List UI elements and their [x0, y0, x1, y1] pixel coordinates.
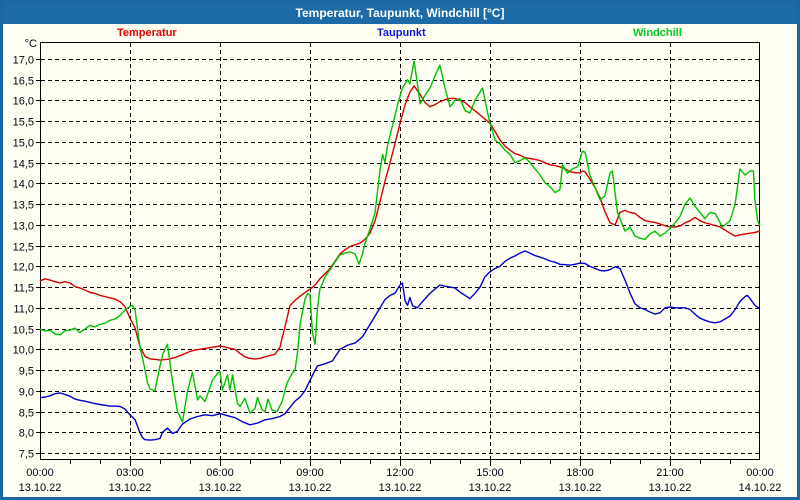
- plot-border: [40, 42, 760, 460]
- series-line-windchill: [39, 60, 761, 423]
- x-tick-time-label: 00:00: [746, 467, 774, 479]
- y-axis-unit: °C: [25, 38, 37, 50]
- legend-temperatur: Temperatur: [117, 27, 177, 39]
- y-tick-label: 14,0: [13, 179, 34, 191]
- y-tick-label: 16,5: [13, 76, 34, 88]
- x-tick-date-label: 13.10.22: [649, 482, 692, 494]
- series-line-taupunkt: [39, 250, 761, 441]
- x-tick-date-label: 13.10.22: [559, 482, 602, 494]
- x-tick-time-label: 18:00: [566, 467, 594, 479]
- y-tick-label: 9,5: [19, 366, 34, 378]
- x-tick-date-label: 13.10.22: [469, 482, 512, 494]
- legend-taupunkt: Taupunkt: [377, 27, 426, 39]
- x-tick-date-label: 13.10.22: [109, 482, 152, 494]
- y-tick-label: 11,0: [13, 304, 34, 316]
- y-tick-label: 8,5: [19, 408, 34, 420]
- y-tick-label: 14,5: [13, 159, 34, 171]
- y-tick-label: 10,5: [13, 325, 34, 337]
- x-tick-date-label: 13.10.22: [19, 482, 62, 494]
- x-tick-time-label: 00:00: [26, 467, 54, 479]
- x-tick-time-label: 09:00: [296, 467, 324, 479]
- y-tick-label: 12,5: [13, 242, 34, 254]
- x-tick-date-label: 13.10.22: [199, 482, 242, 494]
- series-line-temperatur: [39, 85, 761, 361]
- title-bar: Temperatur, Taupunkt, Windchill [°C]: [3, 3, 797, 24]
- legend-windchill: Windchill: [633, 27, 682, 39]
- y-tick-label: 7,5: [19, 449, 34, 461]
- x-tick-date-label: 14.10.22: [739, 482, 782, 494]
- y-tick-label: 15,5: [13, 117, 34, 129]
- y-tick-label: 9,0: [19, 387, 34, 399]
- x-tick-time-label: 12:00: [386, 467, 414, 479]
- x-tick-time-label: 21:00: [656, 467, 684, 479]
- y-tick-label: 11,5: [13, 283, 34, 295]
- window-title: Temperatur, Taupunkt, Windchill [°C]: [295, 6, 505, 20]
- x-tick-time-label: 15:00: [476, 467, 504, 479]
- y-tick-label: 15,0: [13, 138, 34, 150]
- y-tick-label: 13,5: [13, 200, 34, 212]
- x-tick-time-label: 03:00: [116, 467, 144, 479]
- y-tick-label: 13,0: [13, 221, 34, 233]
- x-tick-time-label: 06:00: [206, 467, 234, 479]
- x-tick-date-label: 13.10.22: [289, 482, 332, 494]
- y-tick-label: 8,0: [19, 428, 34, 440]
- y-tick-label: 17,0: [13, 55, 34, 67]
- y-tick-label: 16,0: [13, 96, 34, 108]
- y-tick-label: 10,0: [13, 345, 34, 357]
- y-tick-label: 12,0: [13, 262, 34, 274]
- chart-canvas: 17,0 16,5 16,0 15,5 15,0 14,5 14,0 13,5 13,0 12,5…: [13, 38, 782, 494]
- x-tick-date-label: 13.10.22: [379, 482, 422, 494]
